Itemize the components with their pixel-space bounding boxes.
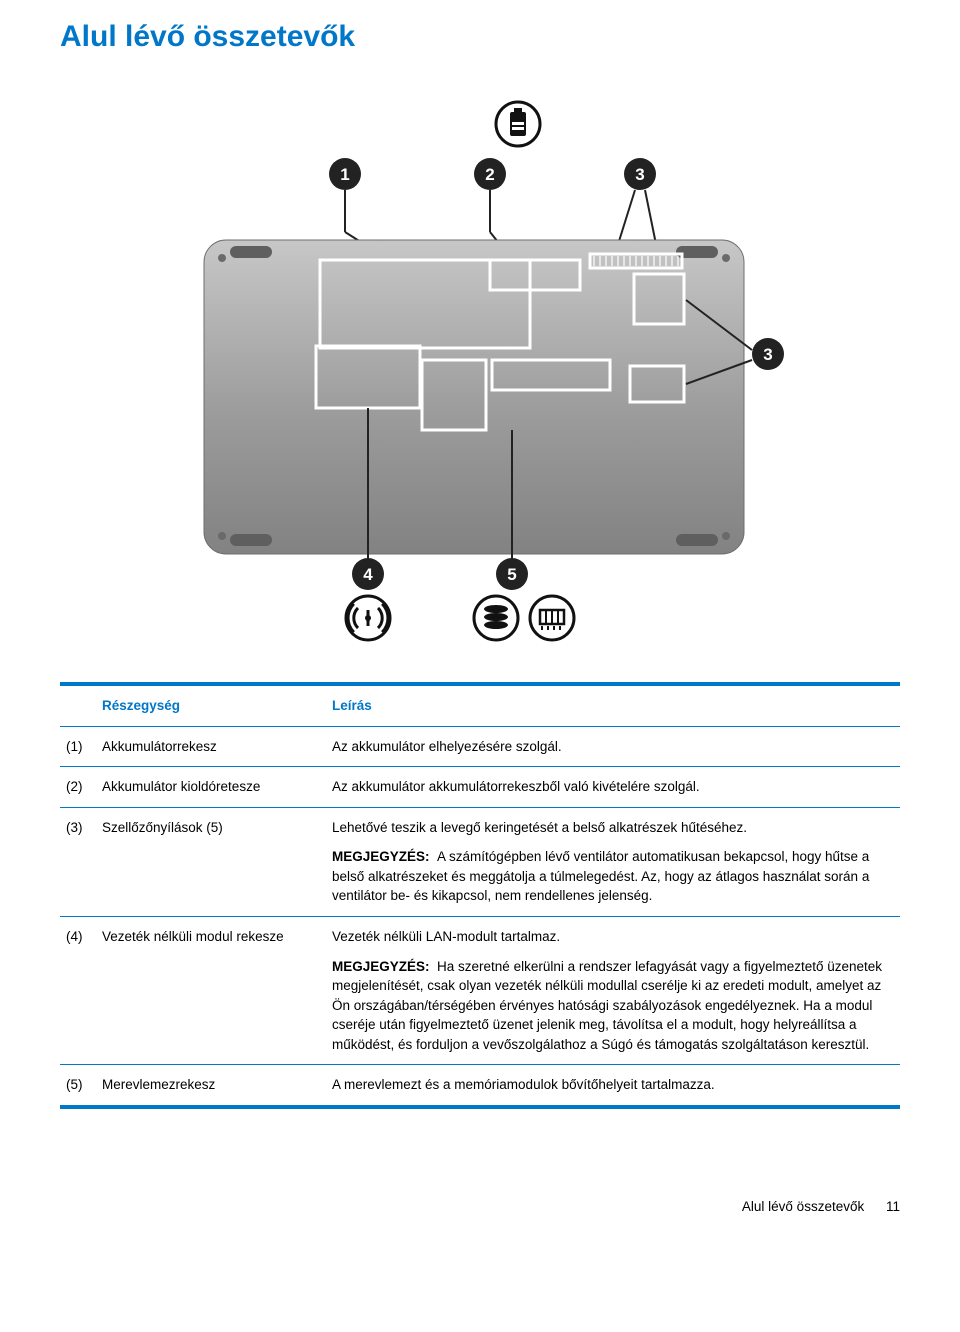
svg-text:2: 2 bbox=[485, 165, 494, 184]
svg-text:1: 1 bbox=[340, 165, 349, 184]
row-name: Akkumulátorrekesz bbox=[96, 726, 326, 767]
note-label: MEGJEGYZÉS: bbox=[332, 849, 430, 864]
bottom-components-diagram: 1 2 3 bbox=[160, 82, 800, 642]
svg-text:3: 3 bbox=[635, 165, 644, 184]
row-num: (4) bbox=[60, 916, 96, 1064]
row-num: (1) bbox=[60, 726, 96, 767]
row-desc: Vezeték nélküli LAN-modult tartalmaz. MEG… bbox=[326, 916, 900, 1064]
table-row: (3)Szellőzőnyílások (5) Lehetővé teszik a… bbox=[60, 807, 900, 916]
row-desc-text: Lehetővé teszik a levegő keringetését a … bbox=[332, 818, 894, 838]
row-num: (2) bbox=[60, 767, 96, 808]
row-note: MEGJEGYZÉS: Ha szeretné elkerülni a rend… bbox=[332, 957, 894, 1055]
battery-icon bbox=[496, 102, 540, 146]
row-desc: Az akkumulátor akkumulátorrekeszből való… bbox=[326, 767, 900, 808]
row-desc: Az akkumulátor elhelyezésére szolgál. bbox=[326, 726, 900, 767]
memory-icon bbox=[530, 596, 574, 640]
note-label: MEGJEGYZÉS: bbox=[332, 959, 430, 974]
row-name: Vezeték nélküli modul rekesze bbox=[96, 916, 326, 1064]
row-num: (5) bbox=[60, 1065, 96, 1105]
table-row: (4)Vezeték nélküli modul rekeszeVezeték … bbox=[60, 916, 900, 1064]
wireless-icon bbox=[346, 596, 390, 640]
page-title: Alul lévő összetevők bbox=[60, 20, 900, 54]
row-name: Akkumulátor kioldóretesze bbox=[96, 767, 326, 808]
col-header-num bbox=[60, 686, 96, 726]
table-row: (2)Akkumulátor kioldóretesze Az akkumulát… bbox=[60, 767, 900, 808]
row-desc-text: Az akkumulátor elhelyezésére szolgál. bbox=[332, 737, 894, 757]
table-row: (1)Akkumulátorrekesz Az akkumulátor elhel… bbox=[60, 726, 900, 767]
svg-text:4: 4 bbox=[363, 565, 373, 584]
table-row: (5)Merevlemezrekesz A merevlemezt és a me… bbox=[60, 1065, 900, 1105]
row-desc-text: A merevlemezt és a memóriamodulok bővítő… bbox=[332, 1075, 894, 1095]
laptop-chassis bbox=[204, 240, 744, 554]
components-table: Részegység Leírás (1)Akkumulátorrekesz Az… bbox=[60, 682, 900, 1109]
row-name: Szellőzőnyílások (5) bbox=[96, 807, 326, 916]
disk-icon bbox=[474, 596, 518, 640]
col-header-name: Részegység bbox=[96, 686, 326, 726]
page-footer: Alul lévő összetevők 11 bbox=[60, 1199, 900, 1214]
row-desc-text: Vezeték nélküli LAN-modult tartalmaz. bbox=[332, 927, 894, 947]
row-desc-text: Az akkumulátor akkumulátorrekeszből való… bbox=[332, 777, 894, 797]
svg-text:5: 5 bbox=[507, 565, 516, 584]
svg-text:3: 3 bbox=[763, 345, 772, 364]
row-num: (3) bbox=[60, 807, 96, 916]
row-desc: Lehetővé teszik a levegő keringetését a … bbox=[326, 807, 900, 916]
row-note: MEGJEGYZÉS: A számítógépben lévő ventilá… bbox=[332, 847, 894, 906]
footer-title: Alul lévő összetevők bbox=[742, 1199, 864, 1214]
row-name: Merevlemezrekesz bbox=[96, 1065, 326, 1105]
footer-page-number: 11 bbox=[886, 1199, 900, 1214]
row-desc: A merevlemezt és a memóriamodulok bővítő… bbox=[326, 1065, 900, 1105]
col-header-desc: Leírás bbox=[326, 686, 900, 726]
